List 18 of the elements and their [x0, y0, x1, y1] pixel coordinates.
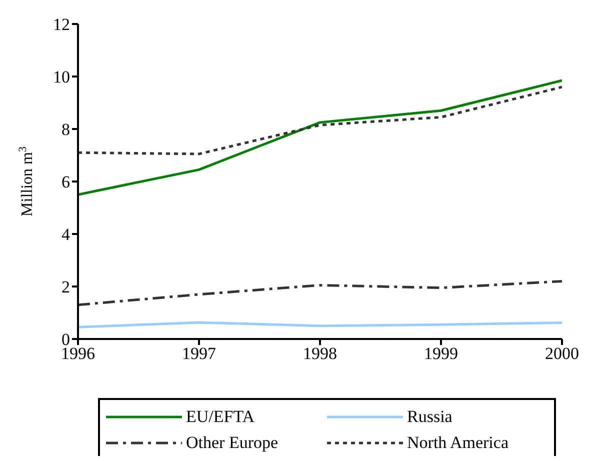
y-tick-label: 6	[62, 172, 70, 192]
line-series	[78, 86, 562, 156]
line-series	[78, 79, 562, 196]
x-tick-label: 1997	[182, 344, 216, 364]
legend-label: Russia	[407, 407, 452, 427]
legend-label: Other Europe	[186, 433, 278, 453]
legend-label: EU/EFTA	[186, 407, 255, 427]
x-tick-label: 1999	[424, 344, 458, 364]
y-tick-label: 2	[62, 278, 70, 297]
y-tick-label: 12	[53, 15, 70, 34]
x-tick-label: 1998	[303, 344, 337, 364]
y-tick-label: 4	[62, 225, 70, 244]
y-tick-label: 10	[53, 68, 70, 87]
y-tick-label: 8	[62, 120, 70, 140]
legend-label: North America	[407, 433, 508, 453]
x-tick-label: 2000	[545, 344, 579, 364]
line-series	[78, 280, 562, 306]
x-tick-label: 1996	[61, 344, 95, 364]
